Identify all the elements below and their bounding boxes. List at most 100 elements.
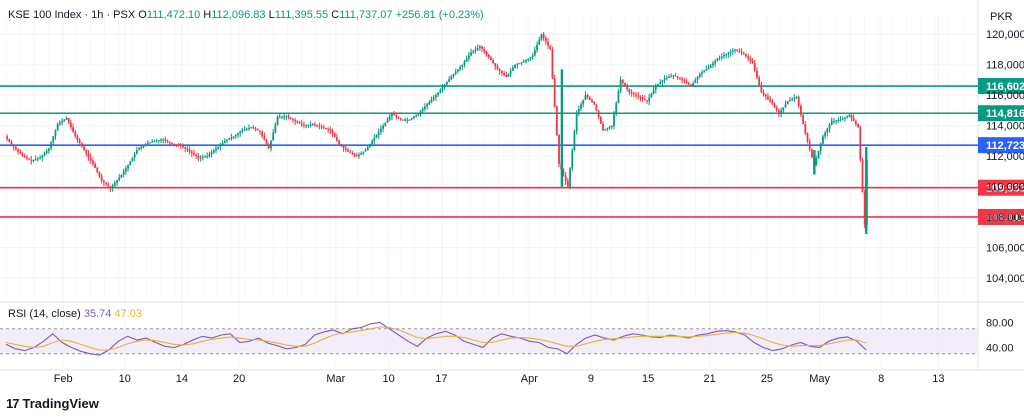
candle-body — [637, 95, 640, 97]
candle-body — [786, 101, 789, 105]
candle-body — [322, 127, 325, 129]
candle-body — [78, 139, 81, 144]
candle-body — [419, 111, 422, 114]
candle-body — [278, 116, 281, 118]
candle-body — [472, 50, 475, 53]
candle-body — [89, 156, 92, 161]
candle-body — [61, 121, 63, 123]
candle-body — [734, 49, 736, 51]
candle-body — [28, 158, 30, 160]
candle-body — [540, 34, 543, 40]
candle-body — [157, 140, 160, 142]
candle-body — [199, 157, 202, 159]
candle-body — [140, 147, 143, 149]
candle-body — [705, 69, 708, 71]
price-tick-label: 108,000 — [986, 212, 1024, 224]
candle-body — [285, 116, 288, 118]
candle-body — [445, 81, 448, 85]
candle-body — [487, 54, 490, 58]
candle-body — [32, 160, 35, 161]
candle-body — [142, 145, 145, 148]
candle-body — [173, 143, 176, 145]
candle-body — [219, 144, 222, 147]
candle-body — [780, 110, 783, 114]
candle-body — [824, 132, 827, 137]
candle-body — [674, 75, 677, 77]
candle-body — [162, 139, 165, 141]
candle-body — [467, 55, 470, 59]
candle-body — [166, 140, 169, 142]
close-label: C — [331, 9, 340, 21]
candle-body — [168, 141, 171, 143]
candle-body — [516, 63, 519, 65]
candle-body — [533, 50, 536, 56]
candle-body — [402, 119, 404, 121]
horizontal-levels[interactable]: 116,602 114,816 112,723 109,933 108,015 — [0, 78, 1024, 225]
candle-body — [459, 66, 461, 70]
price-tick-label: 112,000 — [986, 151, 1024, 163]
tradingview-logo[interactable]: 17 TradingView — [6, 396, 99, 411]
candle-body — [69, 122, 72, 128]
candle-body — [417, 113, 420, 116]
candle-body — [391, 113, 393, 117]
candle-body — [424, 106, 426, 109]
candle-body — [344, 147, 347, 150]
candle-body — [265, 140, 268, 145]
candle-body — [639, 96, 642, 98]
candle-body — [558, 135, 560, 164]
candle-body — [116, 180, 118, 183]
candle-body — [672, 75, 675, 77]
candle-body — [837, 119, 840, 121]
candle-body — [217, 146, 220, 149]
time-tick-label: 9 — [588, 373, 594, 385]
candle-body — [615, 102, 618, 115]
candle-body — [797, 96, 800, 106]
candle-body — [349, 151, 352, 153]
candle-body — [681, 78, 684, 80]
candle-body — [364, 150, 367, 152]
candle-body — [745, 54, 747, 57]
candle-body — [696, 76, 699, 80]
rsi-ma-line — [5, 326, 867, 351]
candle-body — [182, 145, 184, 148]
candle-body — [593, 102, 596, 105]
candle-body — [243, 129, 246, 131]
candle-body — [749, 58, 752, 61]
candle-body — [531, 55, 534, 58]
candle-body — [478, 46, 481, 48]
candle-body — [564, 175, 567, 181]
grid — [0, 0, 1024, 371]
candle-body — [500, 71, 503, 74]
candle-body — [624, 82, 626, 87]
candle-body — [232, 136, 235, 138]
candle-body — [430, 99, 433, 103]
candle-body — [861, 159, 864, 193]
rsi-legend: RSI (14, close) 35.74 47.03 — [8, 308, 142, 320]
candle-body — [551, 49, 554, 79]
candle-body — [659, 82, 662, 85]
candle-body — [193, 153, 195, 155]
candle-body — [661, 80, 664, 83]
candle-body — [23, 156, 26, 158]
candle-body — [643, 99, 646, 101]
candle-body — [835, 120, 838, 122]
high-label: H — [203, 9, 212, 21]
candle-body — [650, 93, 653, 98]
candle-body — [648, 97, 651, 102]
candle-body — [602, 123, 604, 131]
candle-body — [122, 171, 125, 175]
candle-body — [111, 185, 114, 189]
candle-body — [687, 82, 690, 85]
candle-body — [723, 55, 725, 57]
candle-body — [454, 71, 457, 74]
candle-body — [806, 133, 809, 142]
candle-body — [109, 186, 112, 189]
level-badge-label: 116,602 — [986, 81, 1024, 93]
candle-body — [248, 127, 250, 129]
candle-body — [852, 118, 855, 122]
candle-body — [366, 147, 369, 151]
rsi-tick-label: 40.00 — [986, 343, 1014, 355]
currency-label[interactable]: PKR — [990, 11, 1013, 23]
candle-body — [138, 148, 140, 151]
